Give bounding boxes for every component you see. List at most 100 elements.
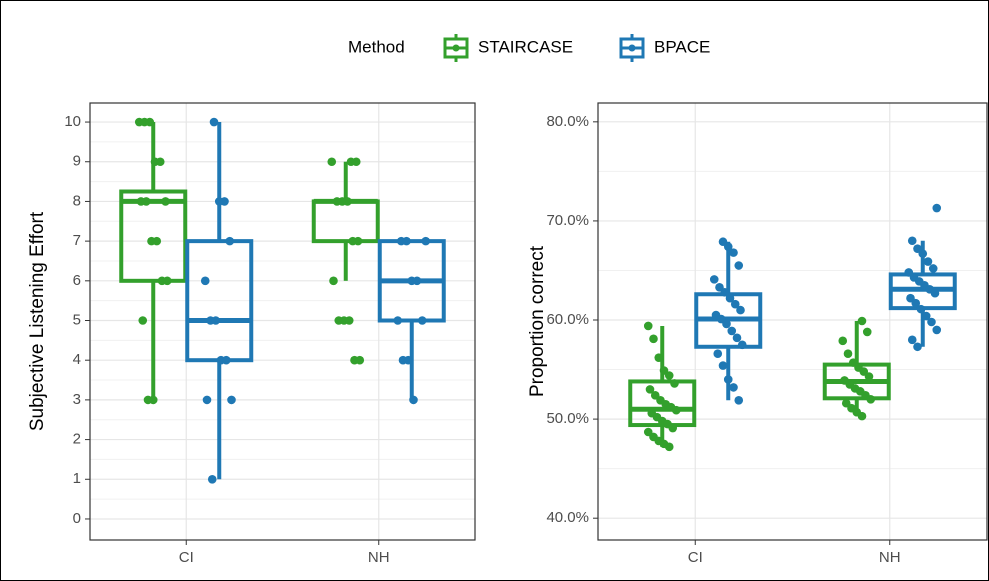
- y-tick-label: 60.0%: [546, 311, 589, 328]
- data-point: [209, 117, 219, 127]
- data-point: [221, 355, 231, 365]
- data-point: [220, 197, 229, 206]
- data-point: [928, 264, 938, 273]
- data-point: [668, 423, 678, 433]
- data-point: [725, 293, 735, 303]
- y-tick-label: 40.0%: [546, 509, 589, 526]
- data-point: [866, 394, 876, 404]
- data-point: [155, 157, 165, 167]
- data-point: [670, 379, 679, 388]
- data-point: [843, 349, 853, 359]
- legend-key: [452, 44, 460, 52]
- data-point: [402, 236, 411, 246]
- data-point: [664, 371, 674, 380]
- data-point: [911, 298, 921, 308]
- y-tick-label: 2: [73, 431, 81, 448]
- y-tick-label: 80.0%: [546, 113, 589, 130]
- data-point: [921, 311, 931, 321]
- data-point: [913, 342, 922, 352]
- data-point: [227, 395, 236, 405]
- data-point: [211, 316, 221, 325]
- data-point: [932, 325, 942, 335]
- data-point: [729, 248, 738, 257]
- data-point: [141, 197, 151, 206]
- data-point: [664, 442, 674, 452]
- data-point: [736, 305, 745, 315]
- data-point: [734, 261, 744, 270]
- data-point: [161, 197, 170, 206]
- data-point: [907, 335, 917, 345]
- legend-key: [628, 44, 636, 52]
- data-point: [148, 395, 158, 405]
- data-point: [327, 157, 337, 167]
- data-point: [351, 157, 361, 167]
- data-point: [353, 236, 363, 246]
- data-point: [857, 316, 867, 326]
- panel-border: [597, 102, 988, 541]
- data-point: [916, 304, 926, 314]
- data-point: [645, 385, 655, 394]
- data-point: [927, 317, 936, 327]
- y-tick-label: 6: [73, 272, 81, 289]
- data-point: [152, 236, 162, 246]
- data-point: [344, 316, 354, 325]
- data-point: [737, 340, 747, 350]
- data-point: [649, 334, 658, 344]
- data-point: [145, 117, 155, 127]
- y-tick-label: 10: [64, 113, 81, 130]
- data-point: [393, 316, 403, 325]
- data-point: [729, 383, 738, 392]
- box: [119, 189, 188, 283]
- y-tick-label: 7: [73, 232, 81, 249]
- data-point: [930, 288, 940, 298]
- y-tick-label: 50.0%: [546, 410, 589, 427]
- y-axis-title: Proportion correct: [527, 245, 548, 397]
- y-tick-label: 3: [73, 391, 81, 408]
- data-point: [343, 197, 352, 206]
- data-point: [162, 276, 172, 286]
- y-tick-label: 9: [73, 153, 81, 170]
- y-axis-title: Subjective Listening Effort: [27, 211, 48, 431]
- data-point: [923, 257, 933, 266]
- data-point: [713, 349, 723, 359]
- data-point: [417, 316, 427, 325]
- panel-border: [89, 102, 476, 541]
- data-point: [671, 405, 681, 415]
- data-point: [225, 236, 235, 246]
- legend-label: STAIRCASE: [478, 37, 573, 56]
- data-point: [734, 395, 744, 405]
- data-point: [732, 333, 742, 343]
- x-tick-label: NH: [879, 549, 901, 566]
- data-point: [907, 236, 917, 246]
- data-point: [654, 353, 664, 362]
- data-point: [409, 395, 418, 405]
- data-point: [709, 275, 719, 284]
- data-point: [727, 326, 737, 336]
- data-point: [932, 203, 942, 213]
- data-point: [730, 299, 740, 309]
- data-point: [207, 474, 217, 484]
- data-point: [200, 276, 210, 286]
- y-tick-label: 1: [73, 470, 81, 487]
- data-point: [403, 355, 413, 365]
- y-tick-label: 5: [73, 311, 81, 328]
- data-point: [918, 249, 928, 258]
- legend-label: BPACE: [654, 37, 710, 56]
- data-point: [722, 319, 731, 329]
- data-point: [412, 276, 422, 286]
- data-point: [857, 411, 867, 421]
- data-point: [355, 355, 365, 365]
- legend-title: Method: [348, 37, 405, 56]
- data-point: [864, 372, 874, 381]
- x-tick-label: CI: [179, 549, 194, 566]
- data-point: [138, 316, 148, 325]
- data-point: [862, 327, 872, 337]
- y-tick-label: 70.0%: [546, 212, 589, 229]
- data-point: [643, 321, 653, 331]
- y-tick-label: 8: [73, 192, 81, 209]
- y-tick-label: 0: [73, 510, 81, 527]
- data-point: [421, 236, 431, 246]
- data-point: [723, 375, 733, 384]
